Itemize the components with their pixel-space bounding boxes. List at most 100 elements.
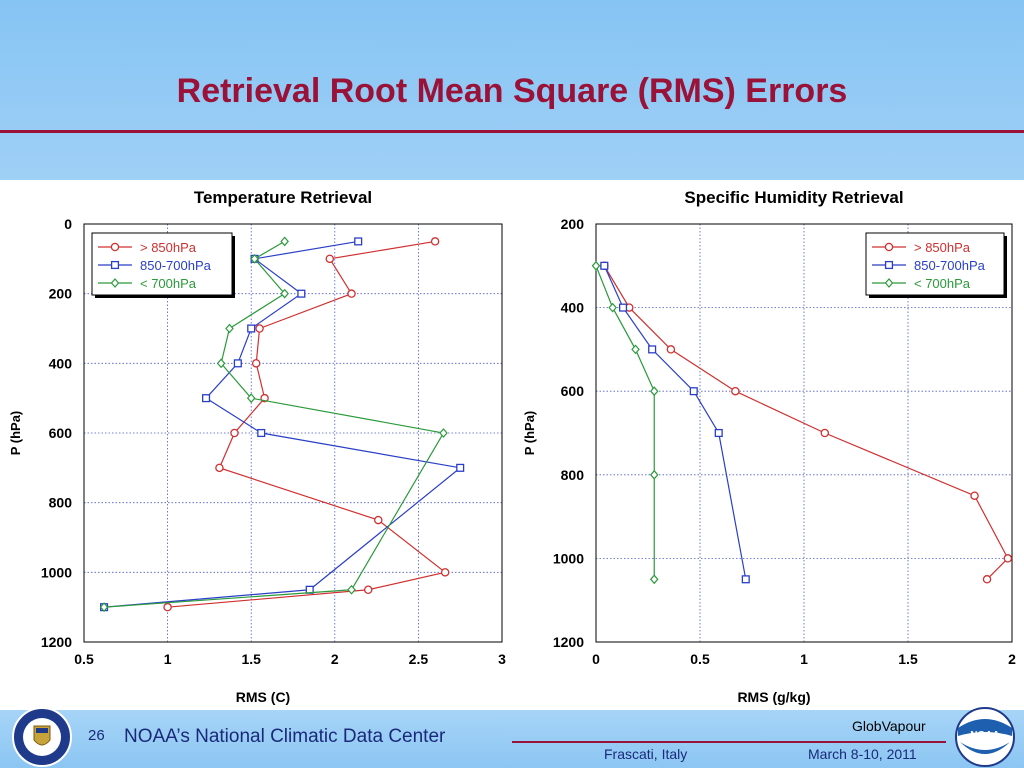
data-point xyxy=(325,254,335,264)
x-axis-label: RMS (C) xyxy=(236,689,290,705)
data-point xyxy=(456,463,465,472)
data-point xyxy=(202,394,211,403)
y-tick-label: 800 xyxy=(49,495,73,511)
data-point xyxy=(1003,554,1013,563)
data-point xyxy=(215,463,224,473)
data-point xyxy=(230,428,239,438)
y-tick-label: 600 xyxy=(561,383,585,399)
data-point xyxy=(247,324,256,333)
y-tick-label: 0 xyxy=(64,216,72,232)
data-point xyxy=(347,584,356,595)
data-point xyxy=(163,602,172,612)
data-point xyxy=(970,491,979,500)
data-point xyxy=(618,303,628,312)
x-tick-label: 1.5 xyxy=(898,651,918,667)
y-tick-label: 1200 xyxy=(553,634,584,650)
legend-marker xyxy=(884,260,894,270)
footer-divider xyxy=(512,741,946,743)
grid-lines xyxy=(596,224,1012,642)
series--850hpa xyxy=(163,237,450,612)
page-number: 26 xyxy=(88,727,105,744)
plot-frame xyxy=(595,223,1013,643)
data-point xyxy=(600,261,609,270)
data-point xyxy=(347,289,356,298)
noaa-logo-icon: NOAA xyxy=(955,707,1015,767)
y-tick-label: 400 xyxy=(49,355,73,371)
x-tick-label: 1 xyxy=(800,651,808,667)
legend-label: > 850hPa xyxy=(140,240,197,255)
series-850-700hpa xyxy=(600,261,750,584)
data-point xyxy=(280,236,289,247)
data-point xyxy=(608,302,617,313)
data-point xyxy=(374,515,383,525)
x-tick-label: 2 xyxy=(1008,651,1016,667)
data-point xyxy=(363,585,373,594)
legend-marker xyxy=(110,278,120,288)
temperature-chart: 0.5 1 1.5 2 2.5 3 0 200 400 600 800 1000 1200 Tempera… xyxy=(8,188,506,705)
y-tick-label: 1200 xyxy=(41,634,72,650)
y-tick-label: 1000 xyxy=(553,550,584,566)
legend-label: 850-700hPa xyxy=(914,258,986,273)
y-tick-label: 1000 xyxy=(41,564,72,580)
data-point xyxy=(649,386,659,397)
title-underline xyxy=(0,130,1024,133)
x-tick-label: 2 xyxy=(331,651,339,667)
y-tick-label: 200 xyxy=(49,286,73,302)
legend: > 850hPa 850-700hPa < 700hPa xyxy=(865,232,1007,298)
series-line xyxy=(603,265,747,580)
x-tick-label: 3 xyxy=(498,651,506,667)
x-tick-label: 1 xyxy=(164,651,172,667)
footer-location: Frascati, Italy xyxy=(604,746,688,762)
data-point xyxy=(982,575,992,584)
data-point xyxy=(439,428,448,438)
y-tick-label: 200 xyxy=(561,216,585,232)
y-tick-label: 800 xyxy=(561,467,585,483)
chart-title: Temperature Retrieval xyxy=(194,188,372,207)
data-point xyxy=(649,574,659,585)
data-point xyxy=(251,359,261,368)
series-line xyxy=(167,240,447,608)
chart-title: Specific Humidity Retrieval xyxy=(684,188,903,207)
data-point xyxy=(649,469,659,480)
data-point xyxy=(440,568,450,577)
y-tick-label: 600 xyxy=(49,425,73,441)
series--850hpa xyxy=(600,261,1013,584)
series-line xyxy=(595,265,655,580)
humidity-chart: 0 0.5 1 1.5 2 200 400 600 800 1000 1200 Specific Hu… xyxy=(522,188,1016,705)
data-point xyxy=(631,344,640,355)
data-point xyxy=(354,237,363,246)
data-point xyxy=(233,359,242,368)
x-tick-label: 0.5 xyxy=(74,651,94,667)
x-tick-label: 0.5 xyxy=(690,651,710,667)
data-point xyxy=(430,237,440,246)
data-point xyxy=(741,575,750,584)
header-band xyxy=(0,0,1024,180)
data-point xyxy=(666,345,676,354)
humidity-chart-panel: 0 0.5 1 1.5 2 200 400 600 800 1000 1200 Specific Hu… xyxy=(514,180,1024,710)
legend-label: < 700hPa xyxy=(140,276,197,291)
data-point xyxy=(689,387,698,396)
y-axis-label: P (hPa) xyxy=(522,411,537,456)
series-line xyxy=(104,240,462,608)
legend-marker xyxy=(884,242,894,252)
y-axis-label: P (hPa) xyxy=(8,411,23,456)
legend-label: > 850hPa xyxy=(914,240,971,255)
legend: > 850hPa 850-700hPa < 700hPa xyxy=(91,232,235,298)
data-point xyxy=(731,386,740,396)
data-point xyxy=(280,288,289,299)
data-point xyxy=(99,602,109,613)
data-point xyxy=(591,260,601,271)
data-point xyxy=(216,358,226,369)
slide-title: Retrieval Root Mean Square (RMS) Errors xyxy=(176,72,848,110)
y-tick-label: 400 xyxy=(561,300,585,316)
us-doc-seal-icon xyxy=(12,707,72,767)
data-point xyxy=(255,324,264,333)
x-tick-label: 1.5 xyxy=(241,651,261,667)
data-point xyxy=(225,323,234,334)
x-tick-label: 2.5 xyxy=(409,651,429,667)
legend-marker xyxy=(884,278,894,288)
series--700hpa xyxy=(591,260,659,585)
legend-marker xyxy=(110,260,120,270)
data-point xyxy=(246,393,256,404)
noaa-logo-text: NOAA xyxy=(970,730,999,741)
